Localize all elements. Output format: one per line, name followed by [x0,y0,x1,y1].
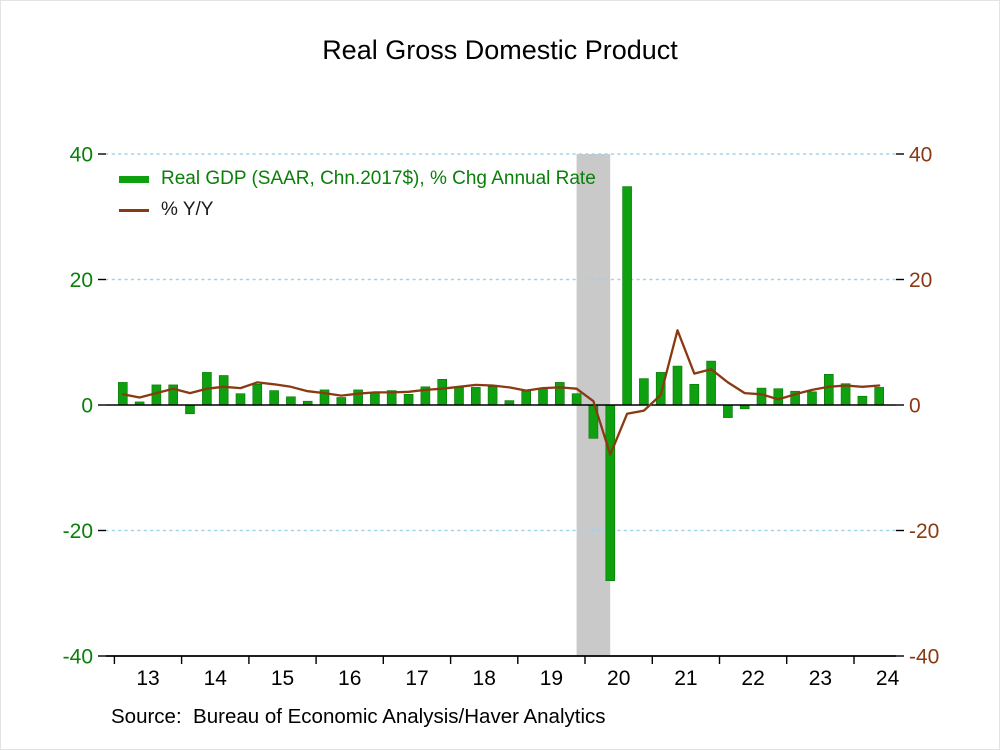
gdp-bar-2017Q4 [437,378,448,406]
gdp-bar-2021Q3 [689,383,700,406]
gdp-bar-2014Q1 [185,404,195,415]
gdp-bar-2014Q4 [235,393,246,406]
gdp-bar-2015Q1 [252,383,263,406]
gdp-bar-2023Q3 [823,373,834,406]
x-tick-label-14: 14 [204,667,228,690]
legend-label-gdp: Real GDP (SAAR, Chn.2017$), % Chg Annual… [161,168,596,189]
gdp-bar-2022Q1 [723,404,733,418]
x-tick-label-24: 24 [876,667,900,690]
x-tick-label-19: 19 [540,667,563,690]
gdp-bar-2018Q3 [487,386,498,406]
gdp-bar-2019Q3 [554,382,565,406]
gdp-bar-2024Q2 [874,387,885,406]
gdp-bar-2018Q1 [454,387,464,406]
y-tick-label-left-40: 40 [70,144,93,167]
gdp-bar-2019Q4 [571,393,582,406]
chart-legend: Real GDP (SAAR, Chn.2017$), % Chg Annual… [119,168,596,221]
x-tick-label-13: 13 [136,667,159,690]
x-tick-label-16: 16 [338,667,361,690]
gdp-bar-2020Q2 [605,404,616,581]
gdp-bar-2015Q3 [286,396,296,406]
gdp-bar-2021Q1 [655,372,666,406]
x-tick-label-23: 23 [809,667,832,690]
x-tick-label-20: 20 [607,667,630,690]
x-tick-label-15: 15 [271,667,294,690]
gdp-bar-2019Q1 [521,390,532,406]
x-tick-label-22: 22 [741,667,764,690]
y-tick-label-right--20: -20 [909,520,939,543]
gdp-bar-2024Q1 [857,395,868,406]
x-tick-label-21: 21 [674,667,697,690]
gdp-bar-2020Q4 [639,378,649,406]
chart-title: Real Gross Domestic Product [322,35,678,65]
gdp-bar-swatch-icon [119,175,149,183]
gdp-bar-2018Q2 [470,387,481,406]
gdp-bar-2022Q3 [756,387,767,406]
yoy-line [121,329,881,456]
gdp-bar-2017Q2 [403,393,414,406]
gdp-bar-2016Q3 [353,389,363,406]
gdp-bar-2016Q2 [336,397,347,406]
y-tick-label-left-0: 0 [81,395,93,418]
legend-item-yoy: % Y/Y [119,199,596,221]
gdp-bar-2015Q2 [269,390,279,406]
gdp-bar-2019Q2 [538,387,548,406]
yoy-line-swatch-icon [119,208,149,212]
y-tick-label-right-40: 40 [909,144,932,167]
y-tick-label-left--20: -20 [63,520,93,543]
y-tick-label-left-20: 20 [70,269,93,292]
legend-item-gdp: Real GDP (SAAR, Chn.2017$), % Chg Annual… [119,168,596,190]
y-tick-label-right-0: 0 [909,395,921,418]
source-note: Source: Bureau of Economic Analysis/Have… [111,705,606,728]
gdp-bar-2014Q3 [218,375,229,406]
y-tick-label-right--40: -40 [909,646,939,669]
x-tick-label-17: 17 [405,667,428,690]
gdp-bar-2021Q4 [706,360,716,406]
gdp-bar-2021Q2 [672,365,683,406]
gdp-bar-2020Q3 [622,186,632,406]
legend-label-yoy: % Y/Y [161,199,214,220]
y-tick-label-left--40: -40 [63,646,93,669]
gdp-bar-2016Q4 [370,392,380,406]
gdp-bar-2023Q2 [807,391,817,406]
x-tick-label-18: 18 [473,667,496,690]
y-tick-label-right-20: 20 [909,269,932,292]
gdp-bar-2022Q4 [773,388,784,406]
